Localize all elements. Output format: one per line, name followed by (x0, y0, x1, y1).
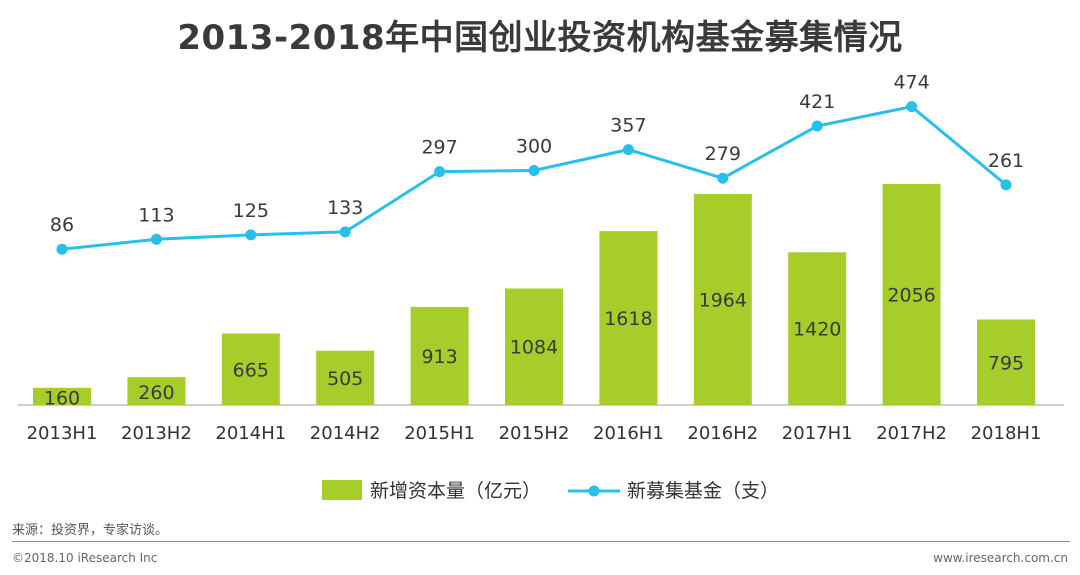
line-label-2016H1: 357 (610, 115, 646, 137)
line-point-2015H2 (528, 165, 540, 176)
x-tick-labels: 2013H1 2013H2 2014H1 2014H2 2015H1 2015H2 2016… (27, 423, 1042, 444)
line-value-labels: 86 113 125 133 297 300 357 279 421 474 261 (50, 72, 1024, 237)
chart-plot: 160 260 665 505 913 1084 1618 1964 1420 2056 795 8… (18, 72, 1064, 502)
bar-value-labels: 160 260 665 505 913 1084 1618 1964 1420 2056 795 (44, 285, 1024, 410)
bar-label-2015H2: 1084 (510, 337, 558, 359)
x-tick-2014H2: 2014H2 (310, 423, 381, 444)
line-label-2015H1: 297 (421, 137, 457, 159)
line-point-2016H2 (717, 172, 729, 184)
bar-label-2013H2: 260 (138, 382, 174, 404)
bar-label-2016H2: 1964 (699, 289, 747, 311)
line-point-2017H1 (811, 120, 823, 132)
legend: 新增资本量（亿元） 新募集基金（支） (322, 480, 779, 502)
line-point-2016H1 (622, 144, 634, 156)
line-label-2015H2: 300 (516, 136, 552, 158)
footer-divider (12, 541, 1070, 542)
line-point-2018H1 (1000, 179, 1012, 191)
legend-swatch-marker (588, 485, 600, 497)
line-label-2014H2: 133 (327, 197, 363, 219)
bar-label-2013H1: 160 (44, 387, 80, 409)
line-label-2018H1: 261 (988, 150, 1024, 172)
x-tick-2013H1: 2013H1 (27, 423, 98, 444)
x-tick-2015H2: 2015H2 (499, 423, 570, 444)
bar-2015H2 (505, 288, 563, 405)
bar-2013H2 (127, 377, 186, 405)
legend-swatch-bar (322, 480, 362, 500)
bar-label-2018H1: 795 (988, 352, 1024, 374)
x-tick-2016H2: 2016H2 (687, 423, 758, 444)
bar-label-2014H2: 505 (327, 368, 363, 390)
line-label-2016H2: 279 (705, 143, 741, 165)
line-label-2014H1: 125 (233, 200, 269, 222)
bar-label-2017H2: 2056 (887, 285, 935, 307)
line-point-2013H2 (150, 233, 162, 245)
footer-copyright: ©2018.10 iResearch Inc (12, 551, 158, 565)
bar-2016H1 (599, 231, 658, 405)
line-point-2013H1 (56, 243, 68, 255)
x-tick-2016H1: 2016H1 (593, 423, 664, 444)
line-series (56, 101, 1012, 255)
bar-series (33, 184, 1035, 405)
footer-website: www.iresearch.com.cn (933, 551, 1068, 565)
legend-label-bar: 新增资本量（亿元） (370, 480, 541, 502)
legend-label-line: 新募集基金（支） (627, 480, 779, 502)
line-path (61, 104, 1007, 251)
x-tick-2018H1: 2018H1 (971, 423, 1042, 444)
x-tick-2017H1: 2017H1 (782, 423, 853, 444)
bar-2014H1 (221, 333, 280, 405)
x-tick-2013H2: 2013H2 (121, 423, 192, 444)
line-point-2017H2 (906, 101, 918, 113)
line-point-2014H2 (339, 226, 351, 238)
line-label-2013H2: 113 (138, 204, 174, 226)
bar-label-2017H1: 1420 (793, 319, 841, 341)
bar-2017H2 (882, 184, 941, 405)
bar-2018H1 (977, 319, 1035, 405)
x-tick-2014H1: 2014H1 (215, 423, 286, 444)
bar-label-2015H1: 913 (421, 346, 457, 368)
bar-2015H1 (410, 306, 469, 405)
bar-label-2014H1: 665 (233, 359, 269, 381)
source-note: 来源：投资界，专家访谈。 (12, 523, 169, 538)
bar-2013H1 (33, 387, 91, 405)
x-tick-2015H1: 2015H1 (404, 423, 475, 444)
chart-title: 2013-2018年中国创业投资机构基金募集情况 (177, 18, 903, 58)
line-label-2017H2: 474 (893, 72, 929, 94)
line-point-2015H1 (434, 166, 446, 178)
x-tick-2017H2: 2017H2 (876, 423, 947, 444)
line-label-2013H1: 86 (50, 214, 74, 236)
bar-label-2016H1: 1618 (604, 308, 652, 330)
line-point-2014H1 (245, 229, 257, 241)
bar-2017H1 (788, 252, 847, 405)
bar-2014H2 (316, 350, 375, 405)
line-label-2017H1: 421 (799, 91, 835, 113)
bar-2016H2 (693, 193, 752, 405)
